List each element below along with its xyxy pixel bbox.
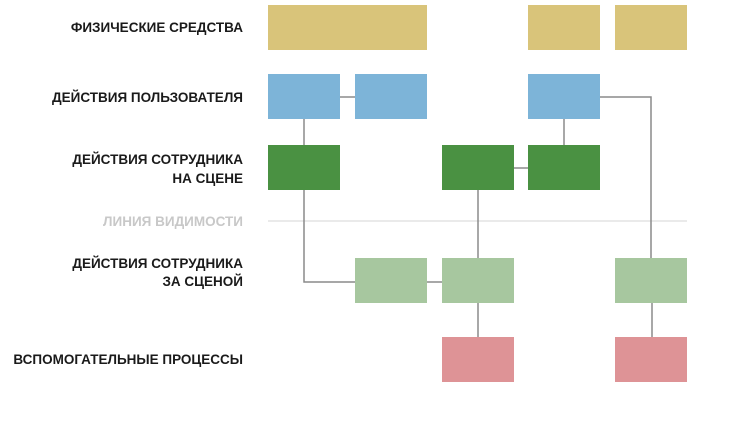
support-process-box [442, 337, 514, 382]
connector [303, 190, 355, 283]
onstage-action-box [442, 145, 514, 190]
lane-label-backstage-line1: ДЕЙСТВИЯ СОТРУДНИКА [72, 256, 243, 271]
backstage-action-box [355, 258, 427, 303]
lane-label-support: ВСПОМОГАТЕЛЬНЫЕ ПРОЦЕССЫ [13, 352, 243, 367]
onstage-action-box [268, 145, 340, 190]
support-process-box [615, 337, 687, 382]
user-action-box [355, 74, 427, 119]
lane-label-physical: ФИЗИЧЕСКИЕ СРЕДСТВА [71, 20, 243, 35]
lane-label-backstage-line2: ЗА СЦЕНОЙ [162, 274, 243, 289]
connector [600, 96, 652, 258]
user-action-box [528, 74, 600, 119]
backstage-action-box [615, 258, 687, 303]
onstage-action-box [528, 145, 600, 190]
physical-box [528, 5, 600, 50]
user-action-box [268, 74, 340, 119]
backstage-action-box [442, 258, 514, 303]
physical-box [268, 5, 427, 50]
physical-box [615, 5, 687, 50]
lane-label-user: ДЕЙСТВИЯ ПОЛЬЗОВАТЕЛЯ [52, 90, 243, 105]
visibility-line-label: ЛИНИЯ ВИДИМОСТИ [103, 214, 243, 229]
lane-label-onstage-line2: НА СЦЕНЕ [172, 171, 243, 186]
connectors [303, 96, 653, 337]
lane-label-onstage-line1: ДЕЙСТВИЯ СОТРУДНИКА [72, 152, 243, 167]
